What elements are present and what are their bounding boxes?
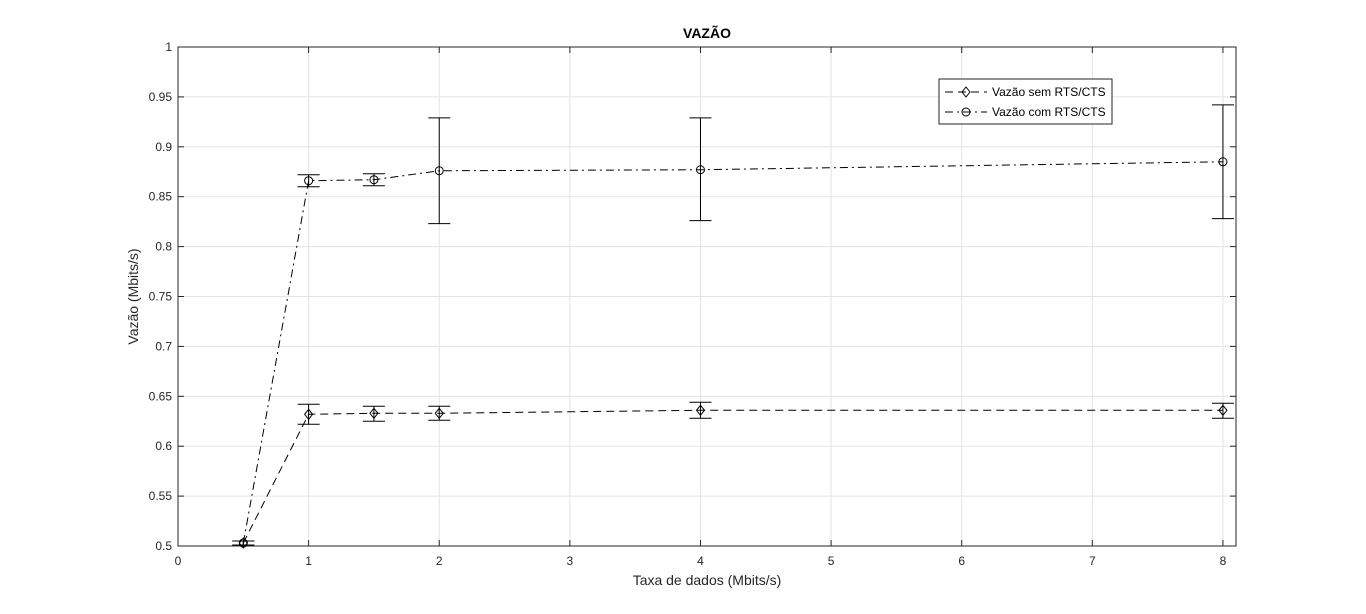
data-point: [369, 407, 379, 420]
y-tick-label: 0.6: [155, 439, 172, 453]
series-line: [242, 161, 1223, 544]
data-point: [695, 404, 706, 417]
data-point: [1218, 404, 1228, 417]
legend-marker: [961, 107, 971, 117]
data-point: [434, 407, 444, 420]
data-point: [304, 176, 314, 186]
x-tick-label: 6: [958, 554, 965, 568]
data-point: [303, 408, 314, 421]
legend-item-2: Vazão com RTS/CTS: [945, 105, 1106, 119]
y-tick-label: 0.55: [149, 489, 173, 503]
data-point: [434, 166, 444, 176]
grid: [177, 46, 1236, 547]
legend-marker: [961, 86, 971, 98]
y-tick-label: 0.85: [149, 190, 173, 204]
y-axis-label: Vazão (Mbits/s): [125, 248, 141, 344]
axis-ticks: 0 1 2 3 4 5 6 7 8 0.5 0.55 0.6 0.65 0.7 0.75 0.8 0.85 0.9…: [149, 40, 1236, 568]
data-point: [695, 165, 705, 175]
y-tick-label: 1: [165, 40, 172, 54]
x-tick-label: 0: [175, 554, 182, 568]
legend-items: Vazão sem RTS/CTS Vazão com RTS/CTS: [945, 85, 1106, 119]
legend-label: Vazão sem RTS/CTS: [992, 85, 1106, 99]
x-tick-label: 4: [697, 554, 704, 568]
data-point: [369, 175, 379, 185]
series-2: [232, 104, 1234, 548]
legend-item-1: Vazão sem RTS/CTS: [945, 85, 1106, 99]
x-tick-label: 7: [1089, 554, 1096, 568]
legend: Vazão sem RTS/CTS Vazão com RTS/CTS: [938, 78, 1113, 125]
data-point: [1218, 157, 1228, 167]
y-tick-label: 0.7: [155, 339, 172, 353]
y-tick-label: 0.95: [149, 90, 173, 104]
y-tick-label: 0.65: [149, 389, 173, 403]
x-tick-label: 3: [567, 554, 574, 568]
y-tick-label: 0.8: [155, 240, 172, 254]
y-tick-label: 0.75: [149, 290, 173, 304]
series-line: [242, 409, 1223, 544]
x-tick-label: 5: [828, 554, 835, 568]
y-tick-label: 0.9: [155, 140, 172, 154]
series-group: [232, 104, 1234, 549]
x-tick-label: 8: [1220, 554, 1227, 568]
x-tick-label: 1: [305, 554, 312, 568]
legend-box: [938, 78, 1113, 125]
x-tick-label: 2: [436, 554, 443, 568]
y-tick-label: 0.5: [155, 539, 172, 553]
chart-title: VAZÃO: [683, 24, 731, 41]
legend-label: Vazão com RTS/CTS: [992, 105, 1106, 119]
x-axis-label: Taxa de dados (Mbits/s): [633, 572, 782, 588]
data-point: [238, 538, 248, 548]
